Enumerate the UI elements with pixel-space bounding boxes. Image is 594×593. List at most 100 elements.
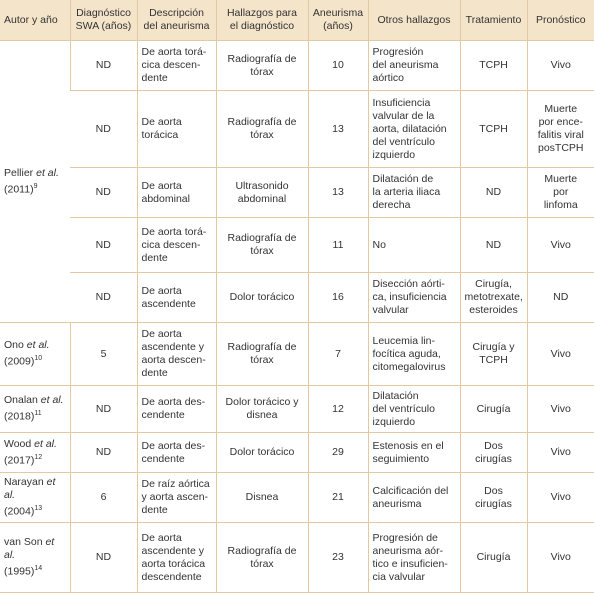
table-cell: Radiografía de tórax <box>215 40 308 91</box>
author-line: Wood et al. <box>4 438 66 451</box>
author-cell: Wood et al. (2017)12 <box>0 432 70 473</box>
table-cell: ND <box>69 385 137 433</box>
cell-line: Cirugía <box>476 402 511 415</box>
cell-line: descendente <box>141 570 202 583</box>
table-cell: Leucemia lin-focítica aguda, citomegalovi… <box>367 322 460 386</box>
cell-line: Dolor torácico y <box>225 396 299 408</box>
cell-line: tórax <box>250 245 274 257</box>
table-cell: De aorta des-cendente <box>136 432 216 473</box>
cell-line: aorta, dilatación <box>372 122 447 135</box>
cell-line: la arteria iliaca <box>372 186 441 198</box>
table-cell: Vivo <box>526 217 594 273</box>
cell-line: ascendente <box>141 297 196 310</box>
cell-line: ND <box>485 238 502 251</box>
author-etal: et al. <box>4 476 56 502</box>
cell-text: 23 <box>332 551 344 563</box>
table-cell: De raíz aórtica y aorta ascen-dente <box>136 472 216 523</box>
author-line: (2011)9 <box>4 180 66 197</box>
cell-text: 29 <box>332 446 344 458</box>
cell-line: tórax <box>250 557 274 570</box>
author-cell: Narayan et al. (2004)13 <box>0 472 70 523</box>
author-etal: et al. <box>36 166 59 179</box>
table-cell: 5 <box>69 322 137 386</box>
cell-line: del aneurisma <box>372 59 439 71</box>
cell-line: Radiografía de <box>227 232 297 244</box>
cell-text: 7 <box>335 347 341 360</box>
table-cell: Ultrasonido abdominal <box>215 167 308 218</box>
cell-line: TCPH <box>479 122 508 135</box>
cell-line: aorta descen- <box>141 354 206 366</box>
cell-line: Otros hallazgos <box>377 13 451 26</box>
author-cell: van Son et al. (1995)14 <box>0 522 70 593</box>
table-cell: ND <box>69 432 137 473</box>
cell-line: tórax <box>250 354 274 366</box>
table-cell: Disnea <box>215 472 308 523</box>
table-cell: Radiografía de tórax <box>215 90 308 168</box>
table-cell: De aorta ascendente <box>136 272 216 323</box>
cell-line: Cirugía <box>476 551 511 563</box>
author-year: (2004) <box>4 505 35 518</box>
cell-line: citomegalovirus <box>372 360 446 373</box>
table-cell: Vivo <box>526 40 594 91</box>
cell-line: Estenosis en el <box>372 439 444 452</box>
cell-line: abdominal <box>237 192 287 205</box>
author-etal: et al. <box>26 339 50 352</box>
cell-line: seguimiento <box>372 452 430 465</box>
table-cell: De aorta torá-cica descen-dente <box>136 40 216 91</box>
header-row: Autor y año Diagnóstico SWA (años) Descripc… <box>0 0 594 41</box>
table-cell: 12 <box>307 385 368 433</box>
column-header: Autor y año <box>0 0 70 41</box>
table-cell: De aorta torá-cica descen-dente <box>136 217 216 273</box>
cell-line: dente <box>141 72 168 84</box>
table-row: ND De aorta ascendente Dolor torácico 16 Dise… <box>0 272 594 323</box>
cell-line: Progresión <box>372 46 424 58</box>
cell-line: Cirugía, <box>475 278 512 290</box>
cell-line: De aorta des- <box>141 439 206 452</box>
cell-text: 13 <box>332 122 344 135</box>
table-cell: Cirugía y TCPH <box>459 322 527 386</box>
author-line: (2009)10 <box>4 352 66 369</box>
cell-line: linfoma <box>543 199 578 211</box>
cell-line: ascendente y <box>141 341 204 353</box>
table-cell: Dolor torácico <box>215 432 308 473</box>
cell-line: del aneurisma <box>143 20 210 32</box>
author-name: van Son <box>4 536 43 549</box>
author-line: Pellier et al. <box>4 167 66 180</box>
author-year: (2011) <box>4 183 34 196</box>
table-cell: 16 <box>307 272 368 323</box>
cell-text: 10 <box>332 59 344 71</box>
table-cell: Dos cirugías <box>459 472 527 523</box>
cell-text: ND <box>95 186 111 198</box>
cell-line: Dolor torácico <box>229 291 295 303</box>
table-row: Narayan et al. (2004)13 6 De raíz aórtica y … <box>0 472 594 523</box>
author-line: Ono et al. <box>4 339 66 352</box>
table-cell: Radiografía de tórax <box>215 217 308 273</box>
cell-line: focítica aguda, <box>372 347 441 360</box>
table-cell: Muerte por linfoma <box>526 167 594 218</box>
table-cell: Progresión del aneurisma aórtico <box>367 40 460 91</box>
cell-line: dente <box>141 504 168 516</box>
cell-text: 16 <box>332 291 344 303</box>
cell-line: Dolor torácico <box>229 446 295 458</box>
table-cell: 6 <box>69 472 137 523</box>
table-cell: Dolor torácico y disnea <box>215 385 308 433</box>
cell-line: Calcificación del <box>372 484 449 497</box>
cell-line: cica descen- <box>141 238 201 251</box>
author-cell: Onalan et al. (2018)11 <box>0 385 70 433</box>
cell-line: torácica <box>141 129 179 141</box>
cell-line: cia valvular <box>372 570 426 583</box>
cell-line: ca, insuficiencia <box>372 291 447 303</box>
table-cell: ND <box>69 522 137 593</box>
cell-line: ascendente y <box>141 544 204 557</box>
table-cell: No <box>367 217 460 273</box>
table-cell: TCPH <box>459 90 527 168</box>
cell-line: disnea <box>246 409 278 421</box>
author-etal: et al. <box>4 536 55 562</box>
table-row: van Son et al. (1995)14 ND De aorta ascenden… <box>0 522 594 593</box>
cell-line: izquierdo <box>372 148 416 161</box>
cell-line: aneurisma aór- <box>372 544 444 557</box>
table-cell: 10 <box>307 40 368 91</box>
cell-line: Radiografía de <box>227 544 297 557</box>
cell-line: Muerte <box>544 103 578 115</box>
